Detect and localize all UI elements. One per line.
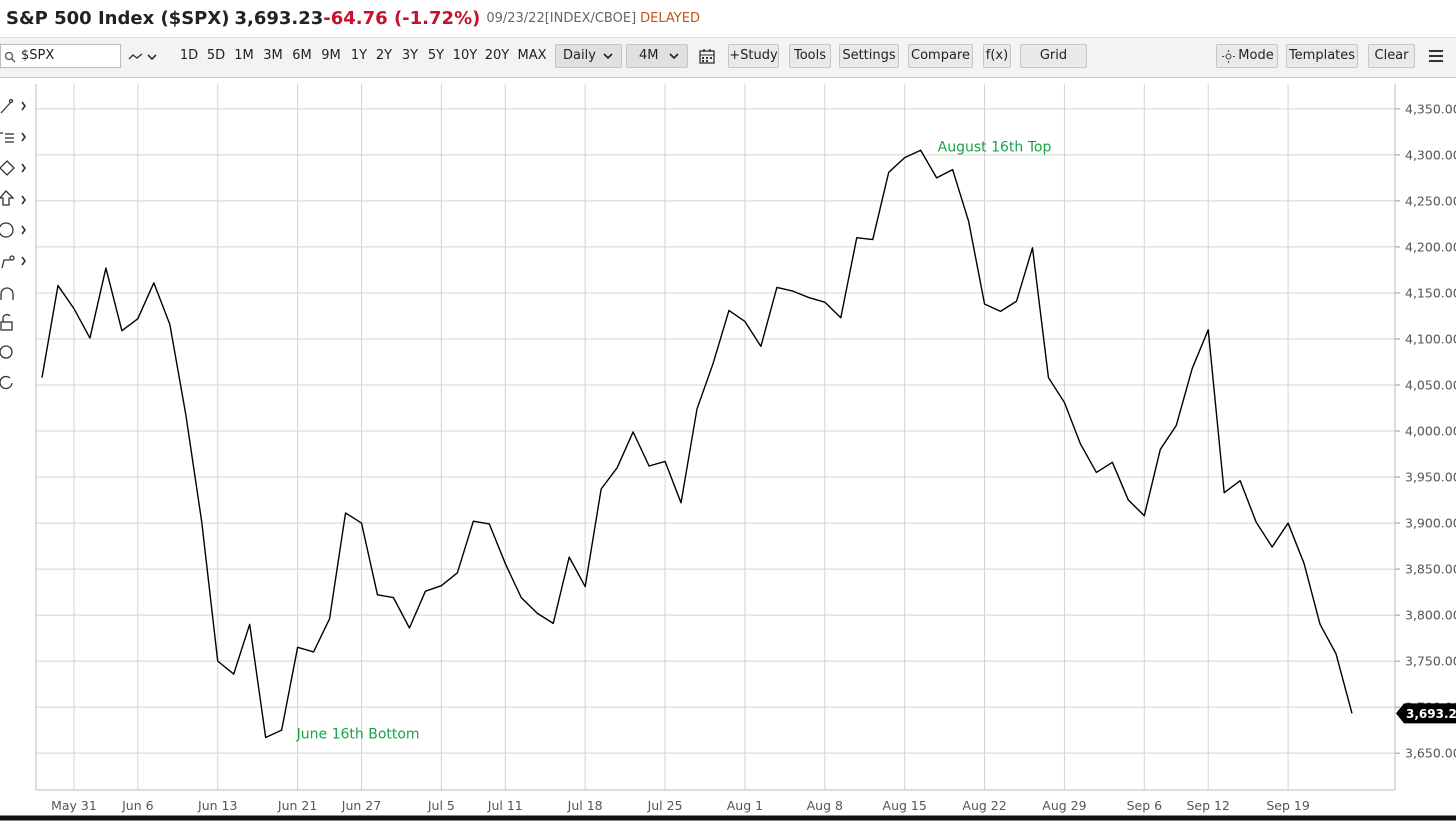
- range-button[interactable]: 5D: [206, 48, 226, 63]
- annotation: August 16th Top: [938, 139, 1052, 155]
- range-button[interactable]: 1Y: [350, 48, 368, 63]
- tool-button[interactable]: Compare: [908, 44, 973, 68]
- period: 4M: [639, 48, 659, 63]
- tool-button[interactable]: Templates: [1286, 44, 1358, 68]
- range-button[interactable]: 1M: [234, 48, 254, 63]
- range-button[interactable]: 3Y: [401, 48, 419, 63]
- y-tick-label: 4,300.00: [1405, 147, 1456, 162]
- price-line: [41, 149, 1353, 739]
- x-tick-label: Jun 21: [277, 798, 317, 813]
- range-button[interactable]: MAX: [517, 48, 547, 63]
- mode-icon: [1222, 50, 1235, 63]
- search-icon: [4, 51, 16, 63]
- tool-button[interactable]: +Study: [728, 44, 779, 68]
- tool-button[interactable]: Clear: [1368, 44, 1415, 68]
- dropdown-arrow: [669, 53, 679, 60]
- toolbar: $SPX 1D 5D 1M 3M 6M 9M 1Y 2Y 3Y 5Y 10Y 20Y MAX Daily…: [0, 37, 1456, 78]
- range-button[interactable]: 1D: [179, 48, 199, 63]
- x-tick-label: Jun 13: [197, 798, 237, 813]
- x-tick-label: Aug 15: [883, 798, 927, 813]
- y-tick-label: 3,800.00: [1405, 608, 1456, 623]
- chart: 3,650.003,700.003,750.003,800.003,850.00…: [0, 84, 1456, 821]
- y-tick-label: 4,200.00: [1405, 239, 1456, 254]
- y-tick-label: 3,850.00: [1405, 562, 1456, 577]
- x-tick-label: Aug 8: [807, 798, 843, 813]
- tool-button[interactable]: Grid: [1020, 44, 1087, 68]
- range-button[interactable]: 3M: [263, 48, 283, 63]
- x-tick-label: Sep 6: [1127, 798, 1163, 813]
- x-tick-label: Jul 18: [567, 798, 603, 813]
- interval-select[interactable]: Daily: [555, 44, 622, 68]
- range-button[interactable]: 5Y: [427, 48, 445, 63]
- x-tick-label: Jun 27: [341, 798, 381, 813]
- annotation: June 16th Bottom: [296, 727, 420, 743]
- tool-button[interactable]: f(x): [983, 44, 1011, 68]
- status: DELAYED: [640, 11, 700, 26]
- y-tick-label: 4,250.00: [1405, 193, 1456, 208]
- y-tick-label: 4,350.00: [1405, 101, 1456, 116]
- price: 3,693.23: [234, 8, 324, 29]
- chart-style-icon[interactable]: [128, 49, 160, 65]
- menu-icon[interactable]: [1428, 49, 1444, 63]
- symbol-input[interactable]: $SPX: [0, 44, 121, 68]
- range-button[interactable]: 6M: [292, 48, 312, 63]
- y-tick-label: 4,100.00: [1405, 331, 1456, 346]
- x-tick-label: Aug 1: [727, 798, 763, 813]
- x-tick-label: Jun 6: [121, 798, 154, 813]
- x-tick-label: Jul 11: [487, 798, 523, 813]
- range-button[interactable]: 10Y: [452, 48, 478, 63]
- x-tick-label: Sep 12: [1186, 798, 1229, 813]
- y-tick-label: 3,750.00: [1405, 654, 1456, 669]
- range-button[interactable]: 9M: [321, 48, 341, 63]
- tool-button[interactable]: Settings: [839, 44, 899, 68]
- x-tick-label: Aug 29: [1042, 798, 1086, 813]
- calendar-icon[interactable]: [699, 48, 715, 64]
- y-tick-label: 4,150.00: [1405, 285, 1456, 300]
- y-tick-label: 3,650.00: [1405, 746, 1456, 761]
- x-tick-label: Jul 25: [647, 798, 683, 813]
- price-badge: [1396, 703, 1456, 724]
- y-tick-label: 3,900.00: [1405, 516, 1456, 531]
- x-tick-label: Sep 19: [1266, 798, 1309, 813]
- change: -64.76 (-1.72%): [323, 8, 481, 29]
- meta: 09/23/22[INDEX/CBOE]: [486, 11, 637, 26]
- x-tick-label: Jul 5: [427, 798, 455, 813]
- title: S&P 500 Index ($SPX): [6, 8, 230, 29]
- x-tick-label: Aug 22: [962, 798, 1006, 813]
- range-button[interactable]: 20Y: [484, 48, 510, 63]
- y-tick-label: 3,950.00: [1405, 470, 1456, 485]
- range-button[interactable]: 2Y: [375, 48, 393, 63]
- interval: Daily: [563, 48, 596, 63]
- tool-button[interactable]: Tools: [789, 44, 831, 68]
- dropdown-arrow: [603, 53, 613, 60]
- y-tick-label: 4,050.00: [1405, 377, 1456, 392]
- header: S&P 500 Index ($SPX) 3,693.23 -64.76 (-1…: [0, 0, 1456, 37]
- tool-button[interactable]: Mode: [1216, 44, 1278, 68]
- drawing-tools: [0, 98, 26, 390]
- period-select[interactable]: 4M: [626, 44, 688, 68]
- price-badge-label: 3,693.23: [1406, 707, 1456, 721]
- y-tick-label: 4,000.00: [1405, 424, 1456, 439]
- x-tick-label: May 31: [51, 798, 97, 813]
- plot-area: [36, 84, 1395, 790]
